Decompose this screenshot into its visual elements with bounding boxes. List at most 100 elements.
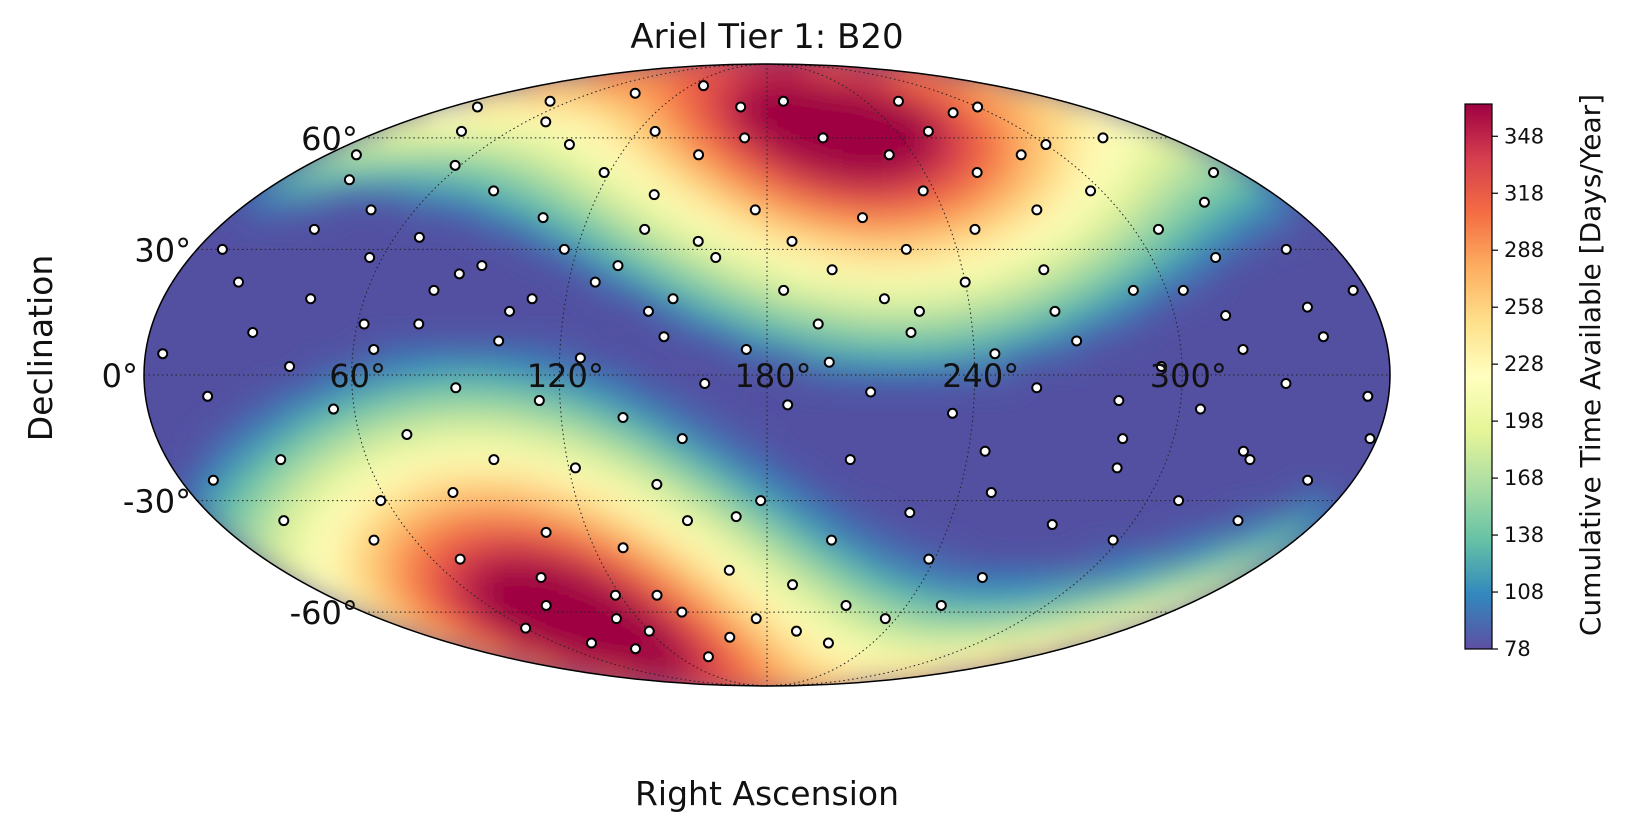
- colorbar-tick-label: 318: [1504, 181, 1544, 205]
- target-point: [540, 599, 552, 611]
- ra-tick-labels: 60° 120° 180° 240° 300°: [329, 357, 1227, 395]
- target-point: [350, 149, 362, 161]
- target-point: [1280, 378, 1292, 390]
- target-point: [979, 445, 991, 457]
- target-point: [989, 348, 1001, 360]
- target-point: [710, 251, 722, 263]
- target-point: [1280, 243, 1292, 255]
- target-point: [947, 107, 959, 119]
- target-point: [368, 534, 380, 546]
- target-point: [735, 101, 747, 113]
- exoplanet-targets: [157, 80, 1376, 663]
- dec-tick-label: -30°: [123, 483, 191, 521]
- target-point: [1111, 462, 1123, 474]
- target-point: [305, 293, 317, 305]
- target-point: [630, 643, 642, 655]
- map-border: [143, 63, 1391, 687]
- target-point: [1113, 395, 1125, 407]
- target-point: [750, 613, 762, 625]
- colorbar-ticks: 78 108 138 168 198 228 258 288 318 348: [1492, 124, 1544, 661]
- target-point: [1085, 185, 1097, 197]
- target-point: [535, 572, 547, 584]
- target-point: [959, 276, 971, 288]
- colorbar: 78 108 138 168 198 228 258 288 318 348 Cumulative…: [1464, 94, 1607, 661]
- target-point: [364, 251, 376, 263]
- target-point: [826, 534, 838, 546]
- target-point: [972, 101, 984, 113]
- target-point: [375, 495, 387, 507]
- target-point: [1071, 335, 1083, 347]
- target-point: [865, 386, 877, 398]
- target-point: [493, 335, 505, 347]
- target-point: [569, 462, 581, 474]
- target-point: [247, 326, 259, 338]
- heatmap-cell: [1091, 99, 1113, 130]
- target-point: [651, 478, 663, 490]
- target-point: [946, 407, 958, 419]
- target-point: [537, 212, 549, 224]
- heatmap-cell: [1171, 131, 1196, 162]
- target-point: [454, 553, 466, 565]
- target-point: [275, 454, 287, 466]
- meridian-gridline: [766, 64, 976, 686]
- colorbar-tick-label: 228: [1504, 352, 1544, 376]
- target-point: [826, 264, 838, 276]
- heatmap-cell: [840, 64, 855, 82]
- target-point: [413, 231, 425, 243]
- heatmap-cell: [937, 553, 963, 584]
- target-point: [739, 132, 751, 144]
- target-point: [782, 399, 794, 411]
- target-point: [540, 116, 552, 128]
- colorbar-tick-label: 348: [1504, 124, 1544, 148]
- heatmap-cell: [657, 391, 687, 422]
- target-point: [1177, 284, 1189, 296]
- target-point: [413, 318, 425, 330]
- target-point: [676, 433, 688, 445]
- target-point: [558, 243, 570, 255]
- target-point: [878, 293, 890, 305]
- colorbar-tick-label: 108: [1504, 580, 1544, 604]
- target-point: [216, 243, 228, 255]
- target-point: [740, 343, 752, 355]
- target-point: [905, 326, 917, 338]
- target-point: [642, 305, 654, 317]
- target-point: [817, 132, 829, 144]
- heatmap-cell: [1235, 166, 1261, 197]
- colorbar-tick-label: 198: [1504, 409, 1544, 433]
- ra-tick-label: 240°: [942, 357, 1019, 395]
- colorbar-tick-label: 288: [1504, 238, 1544, 262]
- target-point: [1237, 343, 1249, 355]
- target-point: [787, 579, 799, 591]
- target-point: [401, 428, 413, 440]
- target-point: [976, 572, 988, 584]
- target-point: [1031, 382, 1043, 394]
- target-point: [892, 95, 904, 107]
- dec-tick-label: 0°: [102, 357, 138, 395]
- target-point: [969, 223, 981, 235]
- target-point: [629, 87, 641, 99]
- target-point: [676, 606, 688, 618]
- dec-tick-labels: 60° 30° 0° -30° -60°: [102, 120, 358, 632]
- target-point: [365, 204, 377, 216]
- target-point: [598, 166, 610, 178]
- ra-tick-label: 60°: [329, 357, 386, 395]
- target-point: [693, 149, 705, 161]
- target-point: [1173, 495, 1185, 507]
- target-point: [450, 382, 462, 394]
- target-point: [648, 189, 660, 201]
- target-point: [609, 589, 621, 601]
- heatmap-cell: [727, 434, 757, 465]
- ra-tick-label: 300°: [1150, 357, 1227, 395]
- target-point: [1208, 166, 1220, 178]
- target-point: [278, 515, 290, 527]
- target-point: [681, 515, 693, 527]
- target-point: [1362, 390, 1374, 402]
- target-point: [883, 149, 895, 161]
- heatmap-cell: [692, 413, 722, 444]
- target-point: [1117, 433, 1129, 445]
- target-point: [1127, 284, 1139, 296]
- target-point: [574, 352, 586, 364]
- target-point: [504, 305, 516, 317]
- target-point: [488, 185, 500, 197]
- target-point: [1046, 519, 1058, 531]
